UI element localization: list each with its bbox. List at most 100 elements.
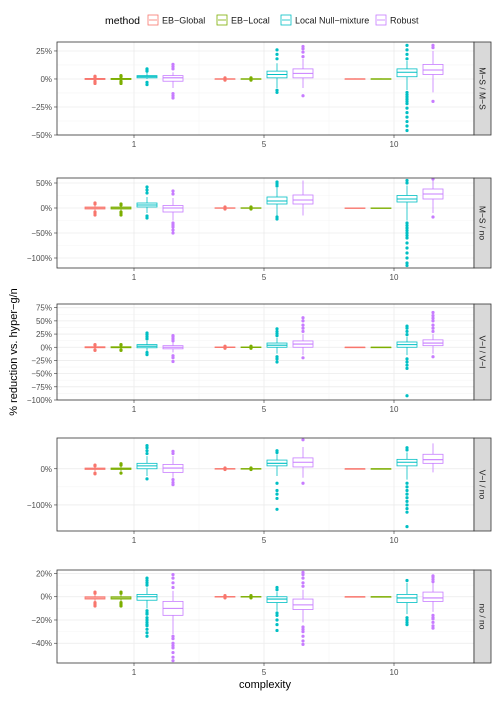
outlier-point xyxy=(405,256,409,260)
outlier-point xyxy=(223,78,227,82)
outlier-point xyxy=(405,623,409,627)
outlier-point xyxy=(405,48,409,52)
outlier-point xyxy=(93,74,97,78)
outlier-point xyxy=(301,625,305,629)
box-eb-global-c1 xyxy=(84,343,106,353)
outlier-point xyxy=(171,223,175,227)
outlier-point xyxy=(145,578,149,583)
outlier-point xyxy=(171,449,175,453)
outlier-point xyxy=(171,581,175,585)
outlier-point xyxy=(249,596,253,600)
legend-label: EB−Global xyxy=(162,16,205,26)
facet-panel: −100% −75% −50% −25% 0% 25% 50% 75% 1 5 10 V−I / V−… xyxy=(27,303,492,414)
outlier-point xyxy=(145,451,149,456)
y-tick-label: 25% xyxy=(36,47,52,56)
box-robust-c1 xyxy=(162,573,184,663)
box-eb-global-c1 xyxy=(84,201,106,217)
outlier-point xyxy=(301,584,305,588)
outlier-point xyxy=(431,574,435,578)
outlier-point xyxy=(405,506,409,511)
outlier-point xyxy=(405,102,409,106)
boxes-layer xyxy=(84,43,444,133)
x-tick-label: 5 xyxy=(262,405,267,414)
outlier-point xyxy=(275,481,279,485)
outlier-point xyxy=(171,641,175,645)
outlier-point xyxy=(145,620,149,624)
box-local-null-mixture-c1 xyxy=(136,67,158,87)
outlier-point xyxy=(171,634,175,638)
box-iqr xyxy=(396,68,418,78)
box-local-null-mixture-c5 xyxy=(266,585,288,633)
outlier-point xyxy=(405,115,409,119)
outlier-point xyxy=(145,82,149,87)
outlier-point xyxy=(145,627,149,631)
box-eb-global-c5 xyxy=(214,76,236,82)
box-eb-global-c10 xyxy=(344,346,366,349)
legend-label: Robust xyxy=(390,16,419,26)
outlier-point xyxy=(171,478,175,482)
outlier-point xyxy=(405,178,409,183)
outlier-point xyxy=(275,492,279,496)
facet-strip xyxy=(473,41,492,136)
x-tick-label: 10 xyxy=(390,668,399,677)
facet-strip-label: M−S / M−S xyxy=(478,67,488,110)
x-tick-label: 10 xyxy=(390,140,399,149)
outlier-point xyxy=(145,331,149,335)
outlier-point xyxy=(431,580,435,584)
box-eb-global-c5 xyxy=(214,466,236,472)
box-eb-global-c5 xyxy=(214,205,236,211)
x-tick-label: 1 xyxy=(132,668,137,677)
outlier-point xyxy=(223,593,227,598)
outlier-point xyxy=(405,52,409,56)
box-eb-global-c10 xyxy=(344,78,366,80)
outlier-point xyxy=(431,613,435,617)
y-tick-label: −100% xyxy=(27,501,52,510)
outlier-point xyxy=(249,466,253,470)
outlier-point xyxy=(431,326,435,330)
outlier-point xyxy=(275,488,279,493)
facet-strip-label: no / no xyxy=(478,604,488,630)
outlier-point xyxy=(405,499,409,503)
outlier-point xyxy=(249,344,253,348)
outlier-point xyxy=(171,576,175,580)
outlier-point xyxy=(145,581,149,585)
facet-strip-label: V−I / no xyxy=(478,470,488,500)
outlier-point xyxy=(93,464,97,468)
box-iqr xyxy=(136,594,158,601)
box-iqr xyxy=(162,75,184,82)
outlier-point xyxy=(275,52,279,56)
y-tick-label: 50% xyxy=(36,317,52,326)
box-eb-global-c10 xyxy=(344,596,366,598)
box-local-null-mixture-c10 xyxy=(396,324,418,398)
outlier-point xyxy=(405,236,409,240)
outlier-point xyxy=(119,348,123,352)
outlier-point xyxy=(405,394,409,398)
y-tick-label: −20% xyxy=(31,616,52,625)
outlier-point xyxy=(431,626,435,630)
outlier-point xyxy=(405,231,409,235)
outlier-point xyxy=(171,650,175,655)
box-iqr xyxy=(292,598,314,610)
outlier-point xyxy=(171,228,175,232)
outlier-point xyxy=(301,323,305,327)
outlier-point xyxy=(275,618,279,622)
outlier-point xyxy=(431,323,435,327)
outlier-point xyxy=(431,314,435,318)
outlier-point xyxy=(405,110,409,115)
outlier-point xyxy=(301,319,305,323)
outlier-point xyxy=(405,241,409,245)
outlier-point xyxy=(431,178,435,181)
outlier-point xyxy=(171,483,175,487)
box-robust-c5 xyxy=(292,44,314,98)
outlier-point xyxy=(145,449,149,453)
panel-background xyxy=(57,178,474,268)
outlier-point xyxy=(275,88,279,92)
box-local-null-mixture-c5 xyxy=(266,180,288,221)
outlier-point xyxy=(405,246,409,250)
outlier-point xyxy=(275,613,279,617)
legend-entry: EB−Local xyxy=(216,14,270,26)
outlier-point xyxy=(119,210,123,214)
y-tick-label: 0% xyxy=(40,465,52,474)
outlier-point xyxy=(405,332,409,337)
y-tick-label: −100% xyxy=(27,396,52,405)
